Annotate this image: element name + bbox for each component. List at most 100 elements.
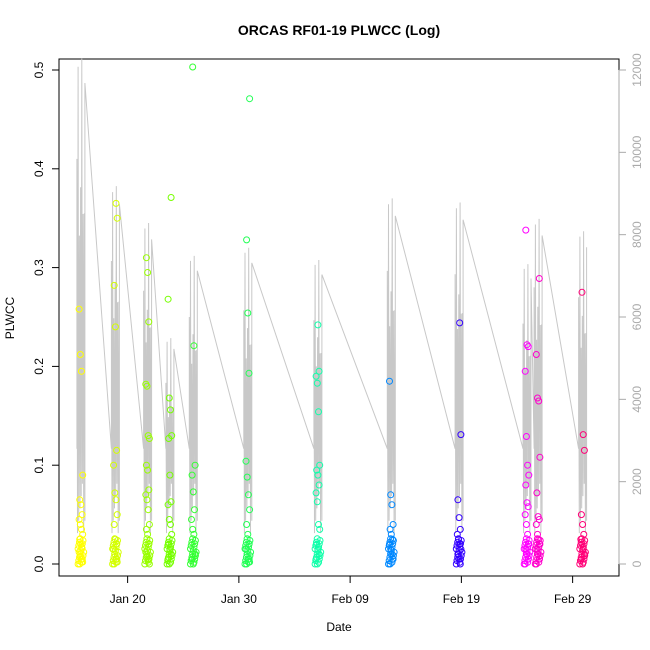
data-point xyxy=(188,471,196,479)
data-point xyxy=(167,194,175,201)
data-point xyxy=(579,521,587,528)
data-point xyxy=(387,535,395,543)
data-point xyxy=(531,545,539,553)
data-point xyxy=(145,486,153,494)
data-point xyxy=(242,538,250,546)
data-point xyxy=(314,321,322,329)
data-point xyxy=(242,557,250,565)
x-tick-label: Feb 29 xyxy=(554,592,592,606)
data-point xyxy=(74,560,82,568)
data-point xyxy=(577,538,585,546)
data-point xyxy=(453,530,461,538)
data-point xyxy=(532,351,540,358)
data-point xyxy=(579,431,587,439)
data-point xyxy=(188,516,195,523)
data-point xyxy=(165,516,173,523)
data-point xyxy=(313,538,320,546)
data-point xyxy=(312,372,320,380)
data-point xyxy=(143,496,151,504)
data-point xyxy=(74,545,82,553)
data-point xyxy=(142,542,149,549)
data-point xyxy=(521,557,529,565)
data-point xyxy=(385,557,393,565)
data-point xyxy=(577,553,585,561)
data-point xyxy=(144,466,152,474)
data-point xyxy=(145,318,153,326)
data-point xyxy=(79,471,87,479)
data-point xyxy=(532,557,540,565)
x-tick-label: Feb 09 xyxy=(331,592,369,606)
data-point xyxy=(142,461,150,469)
data-point xyxy=(76,535,84,543)
data-point xyxy=(389,521,397,528)
data-point xyxy=(522,521,530,528)
y-axis-label: PLWCC xyxy=(3,296,17,339)
data-point xyxy=(578,288,586,296)
data-point xyxy=(75,557,83,565)
data-point xyxy=(577,511,585,519)
data-point xyxy=(142,254,150,262)
data-point xyxy=(165,538,172,546)
x-tick-label: Feb 19 xyxy=(443,592,481,606)
data-point xyxy=(189,488,197,496)
data-point xyxy=(535,275,543,282)
data-point xyxy=(244,530,252,538)
data-point xyxy=(145,521,153,528)
data-point xyxy=(386,538,394,546)
data-point xyxy=(311,560,319,568)
data-point xyxy=(313,379,321,387)
data-point xyxy=(75,516,83,523)
data-point xyxy=(312,557,320,565)
data-point xyxy=(315,408,322,416)
data-point xyxy=(141,560,149,568)
data-point xyxy=(533,489,541,497)
x-tick-label: Jan 20 xyxy=(110,592,146,606)
data-point xyxy=(577,542,584,549)
data-point xyxy=(245,369,253,377)
data-point xyxy=(142,557,149,565)
data-point xyxy=(453,557,461,565)
data-point xyxy=(312,542,320,549)
data-point xyxy=(165,394,173,402)
y2-tick-label: 4000 xyxy=(630,386,644,413)
data-point xyxy=(189,63,197,71)
data-point xyxy=(109,542,117,549)
data-point xyxy=(188,538,196,546)
y-tick-label: 0.1 xyxy=(32,457,46,474)
data-point xyxy=(76,521,84,528)
data-point xyxy=(166,471,174,479)
data-point xyxy=(524,343,532,351)
data-point xyxy=(242,553,250,561)
data-point xyxy=(165,553,172,561)
x-axis: Jan 20 Jan 30 Feb 09 Feb 19 Feb 29 xyxy=(110,575,592,606)
data-point xyxy=(111,535,119,543)
data-point xyxy=(187,557,195,565)
data-point xyxy=(520,545,528,553)
data-point xyxy=(315,521,322,528)
data-point xyxy=(113,511,121,519)
data-point xyxy=(525,471,533,479)
data-point xyxy=(385,545,392,553)
data-point xyxy=(523,341,531,349)
data-point xyxy=(75,305,83,313)
data-point xyxy=(244,309,252,317)
y2-tick-label: 10000 xyxy=(630,135,644,169)
data-point xyxy=(522,433,530,440)
altitude-track xyxy=(76,58,588,534)
data-point xyxy=(76,351,84,358)
data-point xyxy=(165,535,173,543)
data-point xyxy=(191,506,198,514)
data-point xyxy=(521,367,529,375)
data-point xyxy=(167,521,174,528)
data-point xyxy=(165,435,173,442)
data-points xyxy=(74,63,589,568)
data-point xyxy=(112,199,120,207)
data-point xyxy=(313,553,320,561)
data-point xyxy=(315,367,323,375)
data-point xyxy=(532,542,540,549)
data-point xyxy=(452,560,460,568)
data-point xyxy=(77,501,85,509)
data-point xyxy=(522,553,530,561)
chart-title: ORCAS RF01-19 PLWCC (Log) xyxy=(238,22,440,38)
